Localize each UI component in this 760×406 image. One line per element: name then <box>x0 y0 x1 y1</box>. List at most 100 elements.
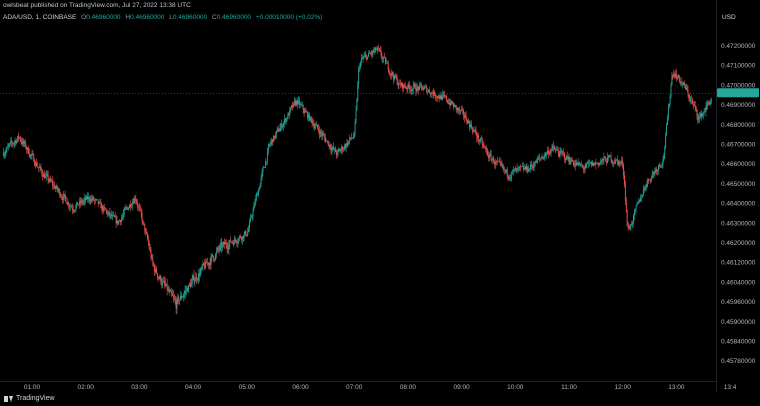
candle-body <box>558 153 560 157</box>
candle-body <box>513 169 514 171</box>
candle-body <box>624 175 625 185</box>
candle-body <box>205 261 207 269</box>
candle-body <box>616 159 618 161</box>
candle-body <box>454 105 456 106</box>
time-tick-label: 04:00 <box>185 384 202 391</box>
candle-body <box>325 137 327 142</box>
candle-body <box>192 275 194 280</box>
candle-body <box>10 141 11 144</box>
candle-body <box>265 161 267 168</box>
candle-body <box>113 215 115 217</box>
candle-body <box>618 162 620 165</box>
candle-body <box>442 94 444 96</box>
candle-body <box>385 57 386 64</box>
candle-body <box>98 202 100 204</box>
candle-body <box>229 239 231 245</box>
candle-body <box>343 149 344 151</box>
candle-body <box>78 204 79 206</box>
candle-body <box>601 159 603 161</box>
candle-body <box>386 62 388 64</box>
candle-body <box>360 58 362 63</box>
candle-body <box>656 169 658 172</box>
candle-body <box>369 53 371 54</box>
candle-body <box>285 118 287 122</box>
candle-body <box>600 160 602 163</box>
candle-body <box>145 231 147 232</box>
candle-body <box>139 207 141 210</box>
candle-body <box>238 238 240 242</box>
candle-body <box>463 115 465 118</box>
candle-body <box>390 73 392 75</box>
candle-body <box>216 247 218 252</box>
candle-body <box>664 147 666 155</box>
candle-body <box>525 165 527 170</box>
candle-body <box>170 290 172 292</box>
candle-body <box>592 162 594 166</box>
candle-body <box>684 85 686 90</box>
candle-body <box>677 74 679 78</box>
candle-body <box>614 162 616 164</box>
candle-body <box>119 220 121 222</box>
candle-body <box>40 166 42 170</box>
candle-body <box>150 250 152 259</box>
candle-body <box>479 139 480 142</box>
candle-body <box>345 143 347 148</box>
candle-body <box>282 126 284 128</box>
candle-body <box>135 199 137 201</box>
candle-body <box>407 84 409 90</box>
candle-body <box>155 268 156 273</box>
candle-body <box>207 262 209 265</box>
candle-body <box>594 162 596 165</box>
candle-body <box>15 140 17 144</box>
candle-body <box>536 159 538 163</box>
candle-body <box>123 209 125 214</box>
candle-body <box>323 134 325 136</box>
candle-body <box>693 104 695 106</box>
candle-body <box>579 162 581 165</box>
candle-body <box>335 151 337 156</box>
candle-body <box>669 95 671 104</box>
candle-body <box>6 147 8 151</box>
candle-body <box>47 174 49 180</box>
candle-body <box>116 220 118 224</box>
candle-body <box>527 170 529 172</box>
candle-body <box>667 118 668 126</box>
candle-body <box>44 174 45 179</box>
candle-body <box>538 157 540 160</box>
candle-body <box>186 288 188 291</box>
candle-body <box>172 293 173 296</box>
candle-body <box>583 168 585 170</box>
candle-body <box>108 211 110 214</box>
candle-body <box>149 248 151 251</box>
candle-body <box>604 157 606 158</box>
candle-body <box>165 283 167 286</box>
time-tick-label: 06:00 <box>292 384 309 391</box>
candle-body <box>703 111 705 113</box>
candlestick-chart[interactable]: 0.47200000 0.47100000 0.47000000 0.46900000… <box>0 0 760 394</box>
candle-body <box>532 166 534 168</box>
candle-body <box>239 236 241 239</box>
symbol-label[interactable]: ADA/USD, 1, COINBASE <box>3 14 77 21</box>
candle-body <box>543 157 545 159</box>
candle-body <box>503 165 505 170</box>
candle-body <box>230 239 232 242</box>
candle-body <box>208 262 210 265</box>
candle-body <box>539 157 541 159</box>
candle-body <box>4 153 6 156</box>
candle-body <box>496 161 498 162</box>
candle-body <box>414 83 416 89</box>
candle-body <box>521 166 523 168</box>
candle-body <box>106 210 108 215</box>
candle-body <box>38 167 40 169</box>
candle-body <box>518 167 520 168</box>
candle-body <box>476 134 478 138</box>
candle-body <box>279 128 281 132</box>
candle-body <box>490 154 492 160</box>
candle-body <box>668 103 670 107</box>
candle-body <box>457 108 459 111</box>
candle-body <box>358 68 360 85</box>
candle-body <box>424 86 426 89</box>
candle-body <box>286 118 288 120</box>
tradingview-logo[interactable]: TradingView <box>4 395 55 402</box>
candle-body <box>351 138 352 139</box>
